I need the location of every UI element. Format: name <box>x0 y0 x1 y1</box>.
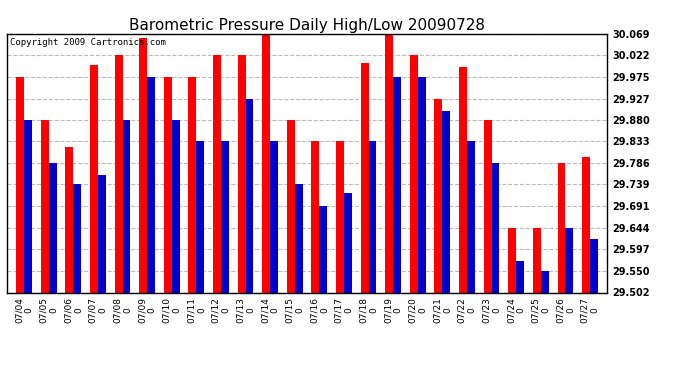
Bar <box>393 76 401 292</box>
Bar <box>558 163 565 292</box>
Text: Copyright 2009 Cartronics.com: Copyright 2009 Cartronics.com <box>10 38 166 46</box>
Bar <box>41 120 49 292</box>
Bar <box>344 194 352 292</box>
Bar <box>73 184 81 292</box>
Bar <box>435 99 442 292</box>
Bar <box>319 206 327 292</box>
Bar <box>213 55 221 292</box>
Bar <box>410 55 417 292</box>
Bar <box>582 156 590 292</box>
Bar <box>385 34 393 292</box>
Bar <box>139 38 147 292</box>
Bar <box>287 120 295 292</box>
Bar <box>262 34 270 292</box>
Bar <box>361 63 368 292</box>
Bar <box>491 163 500 292</box>
Bar <box>417 76 426 292</box>
Bar <box>484 120 491 292</box>
Bar <box>533 228 541 292</box>
Bar <box>590 239 598 292</box>
Bar <box>49 163 57 292</box>
Bar <box>516 261 524 292</box>
Bar <box>565 228 573 292</box>
Bar <box>270 141 278 292</box>
Bar <box>98 175 106 292</box>
Bar <box>246 99 253 292</box>
Bar <box>237 55 246 292</box>
Bar <box>442 111 451 292</box>
Bar <box>17 76 24 292</box>
Bar <box>115 55 123 292</box>
Bar <box>509 228 516 292</box>
Bar <box>221 141 229 292</box>
Bar <box>147 76 155 292</box>
Bar <box>311 141 319 292</box>
Bar <box>66 147 73 292</box>
Bar <box>172 120 179 292</box>
Bar <box>368 141 377 292</box>
Bar <box>336 141 344 292</box>
Bar <box>24 120 32 292</box>
Bar <box>459 67 467 292</box>
Title: Barometric Pressure Daily High/Low 20090728: Barometric Pressure Daily High/Low 20090… <box>129 18 485 33</box>
Bar <box>123 120 130 292</box>
Bar <box>541 271 549 292</box>
Bar <box>295 184 303 292</box>
Bar <box>467 141 475 292</box>
Bar <box>197 141 204 292</box>
Bar <box>188 76 197 292</box>
Bar <box>90 65 98 292</box>
Bar <box>164 76 172 292</box>
